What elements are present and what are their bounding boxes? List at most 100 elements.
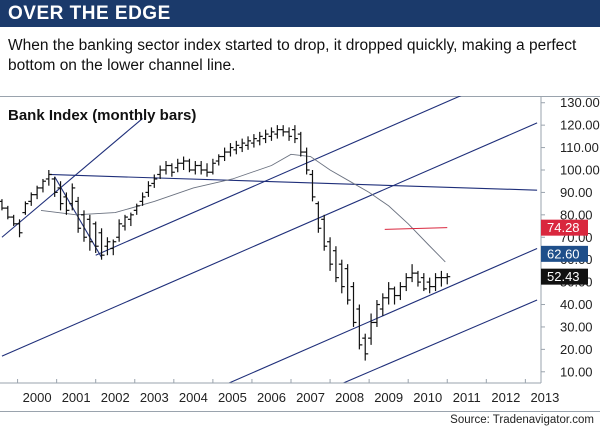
- ohlc-bar: [157, 165, 164, 179]
- channel-line-2: [48, 173, 538, 191]
- ohlc-bar: [75, 196, 82, 233]
- y-tick-label: 40.00: [560, 297, 593, 312]
- ohlc-bar: [10, 214, 17, 227]
- x-tick-label: 2002: [101, 390, 130, 405]
- ohlc-bar: [414, 270, 421, 287]
- ohlc-bar: [22, 201, 29, 215]
- ohlc-bar: [227, 143, 234, 157]
- price-marker-box: [541, 268, 588, 285]
- price-marker-box: [541, 219, 588, 236]
- ohlc-bar: [16, 219, 23, 238]
- ohlc-bar: [209, 158, 216, 175]
- ohlc-bar: [0, 199, 5, 211]
- ohlc-bar: [221, 147, 228, 162]
- ohlc-bar: [39, 178, 46, 193]
- ohlc-bar: [426, 277, 433, 294]
- subtitle: When the banking sector index started to…: [8, 37, 577, 74]
- ohlc-bar: [80, 210, 87, 242]
- price-marker-label: 62.60: [547, 246, 580, 261]
- ohlc-bar: [409, 264, 416, 283]
- price-marker-label: 52.43: [547, 269, 580, 284]
- ohlc-bar: [168, 163, 175, 177]
- price-marker-label: 74.28: [547, 220, 580, 235]
- ohlc-bar: [391, 286, 398, 305]
- y-tick-label: 120.00: [560, 118, 600, 133]
- x-tick-label: 2000: [23, 390, 52, 405]
- ohlc-bar: [110, 239, 117, 256]
- ohlc-bar: [121, 214, 128, 231]
- price-markers: 74.28 62.60 52.43: [541, 219, 588, 285]
- ohlc-bar: [432, 273, 439, 292]
- ohlc-bar: [180, 156, 187, 170]
- x-tick-label: 2004: [179, 390, 208, 405]
- ohlc-bar: [321, 214, 328, 251]
- ohlc-bar: [403, 273, 410, 292]
- y-tick-label: 100.00: [560, 162, 600, 177]
- ohlc-bar: [309, 169, 316, 202]
- ohlc-bar: [397, 282, 404, 301]
- chart-title: Bank Index (monthly bars): [8, 107, 197, 124]
- ohlc-bar: [127, 212, 134, 227]
- ohlc-bar: [174, 158, 181, 173]
- ohlc-bar: [350, 282, 357, 327]
- ohlc-bar: [256, 131, 263, 146]
- y-tick-label: 90.00: [560, 185, 593, 200]
- ohlc-bar: [133, 203, 140, 215]
- ohlc-bar: [4, 205, 11, 220]
- price-marker-box: [541, 245, 588, 262]
- ohlc-bar: [379, 293, 386, 316]
- ohlc-bar: [186, 158, 193, 173]
- channel-line-4: [227, 247, 538, 383]
- ohlc-bar: [215, 154, 222, 166]
- x-tick-label: 2003: [140, 390, 169, 405]
- plot-area: [0, 96, 538, 383]
- y-tick-label: 20.00: [560, 342, 593, 357]
- ohlc-bar: [92, 221, 99, 253]
- ohlc-bar: [268, 127, 275, 141]
- y-tick-label: 80.00: [560, 207, 593, 222]
- ohlc-bar: [151, 174, 158, 188]
- x-tick-label: 2007: [296, 390, 325, 405]
- y-tick-label: 10.00: [560, 364, 593, 379]
- x-tick-label: 2010: [413, 390, 442, 405]
- x-tick-label: 2009: [374, 390, 403, 405]
- ohlc-bar: [291, 125, 298, 144]
- ohlc-bar: [274, 125, 281, 139]
- x-tick-label: 2005: [218, 390, 247, 405]
- ohlc-bar: [245, 136, 252, 150]
- ohlc-bar: [444, 273, 451, 285]
- ohlc-bar: [145, 181, 152, 197]
- channel-line-5: [341, 299, 538, 383]
- ohlc-bar: [204, 163, 211, 177]
- ohlc-bar: [198, 161, 205, 175]
- ohlc-bar: [332, 246, 339, 283]
- ohlc-bar: [86, 214, 93, 251]
- ohlc-bar: [192, 161, 199, 175]
- ohlc-bar: [356, 304, 363, 350]
- ohlc-bar: [34, 185, 41, 200]
- ohlc-bar: [303, 147, 310, 175]
- ohlc-bar: [28, 192, 35, 206]
- reference-line-74: [384, 227, 448, 230]
- ohlc-bar: [344, 264, 351, 305]
- ohlc-bar: [116, 219, 123, 242]
- ohlc-bar: [45, 169, 52, 186]
- ohlc-bar: [57, 181, 64, 211]
- x-tick-label: 2008: [335, 390, 364, 405]
- ohlc-bar: [262, 129, 269, 144]
- source-credit: Source: Tradenavigator.com: [450, 414, 594, 426]
- ohlc-bar: [139, 192, 146, 206]
- ohlc-bar: [420, 273, 427, 292]
- x-tick-label: 2011: [453, 390, 481, 405]
- ohlc-bar: [327, 237, 334, 271]
- ohlc-bar: [280, 125, 287, 137]
- ohlc-bar: [51, 176, 58, 197]
- y-tick-label: 30.00: [560, 319, 593, 334]
- channel-line-0: [1, 118, 143, 238]
- header-bar: [0, 0, 600, 27]
- ohlc-bar: [385, 282, 392, 305]
- ohlc-bar: [373, 300, 380, 327]
- ohlc-bar: [63, 192, 70, 215]
- channel-line-3: [1, 122, 538, 357]
- ohlc-bar: [362, 333, 369, 361]
